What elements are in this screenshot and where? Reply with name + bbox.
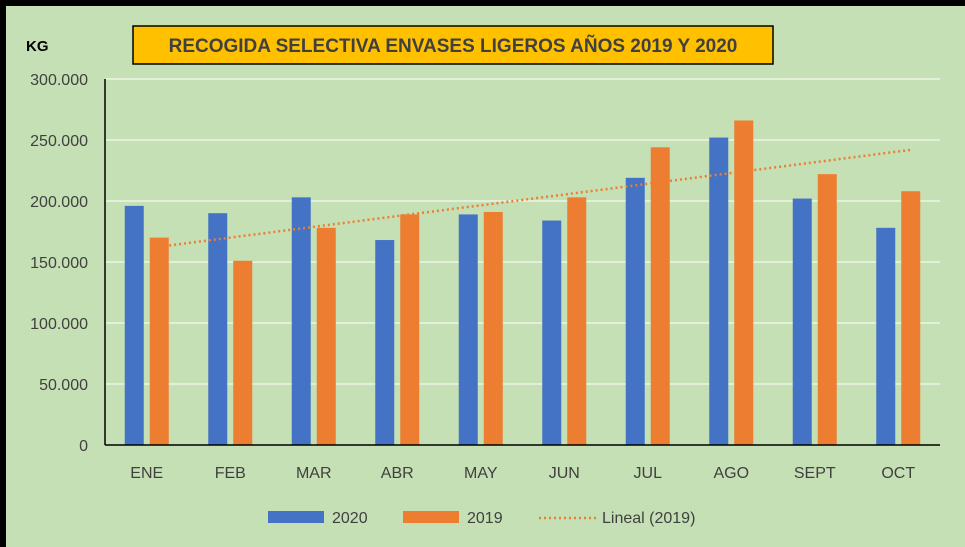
y-tick-label: 250.000 [30,133,88,150]
bar-2019-abr [400,214,420,445]
x-tick-label: AGO [713,465,749,482]
bar-2020-abr [375,240,395,445]
x-tick-label: JUL [634,465,663,482]
x-tick-label: MAY [464,465,498,482]
x-tick-label: MAR [296,465,332,482]
bar-2019-feb [233,260,253,445]
bar-2019-sept [817,174,837,445]
bar-2020-may [458,214,478,445]
legend-label-2020: 2020 [332,510,368,527]
y-tick-label: 0 [79,438,88,455]
legend: 2020 2019 Lineal (2019) [268,510,695,527]
legend-label-trendline: Lineal (2019) [602,510,695,527]
bar-2020-ago [709,137,729,445]
title-box [132,25,774,65]
x-tick-label: SEPT [794,465,836,482]
bar-2020-sept [792,198,812,445]
y-axis-unit: KG [26,38,49,55]
x-axis: ENE FEB MAR ABR MAY JUN JUL AGO SEPT OCT [105,444,940,482]
bar-2020-feb [208,213,228,445]
y-tick-label: 150.000 [30,255,88,272]
bar-2019-may [483,211,503,445]
bar-2019-ago [734,120,754,445]
x-tick-label: ABR [381,465,414,482]
bar-2019-ene [149,237,169,445]
bar-2019-mar [316,227,336,445]
y-tick-label: 200.000 [30,194,88,211]
bar-2020-jul [625,177,645,445]
trendline-2019 [159,148,911,249]
x-tick-label: FEB [215,465,246,482]
bar-2019-jul [650,147,670,445]
bar-2020-mar [291,197,311,445]
x-tick-label: JUN [549,465,580,482]
bar-2020-ene [124,205,144,445]
bars [124,120,921,445]
y-axis: 0 50.000 100.000 150.000 200.000 250.000 300.0… [30,72,106,455]
legend-swatch-2020 [268,511,324,523]
chart: 0 50.000 100.000 150.000 200.000 250.000 300.0… [6,6,965,547]
bar-2020-jun [542,220,562,445]
legend-swatch-2019 [403,511,459,523]
y-tick-label: 100.000 [30,316,88,333]
y-tick-label: 300.000 [30,72,88,89]
x-tick-label: OCT [881,465,915,482]
x-tick-label: ENE [130,465,163,482]
y-tick-label: 50.000 [39,377,88,394]
bar-2020-oct [876,227,896,445]
bar-2019-jun [567,197,587,445]
chart-title: RECOGIDA SELECTIVA ENVASES LIGEROS AÑOS … [169,35,738,57]
bar-2019-oct [901,191,921,445]
legend-label-2019: 2019 [467,510,503,527]
trendline [159,148,911,249]
